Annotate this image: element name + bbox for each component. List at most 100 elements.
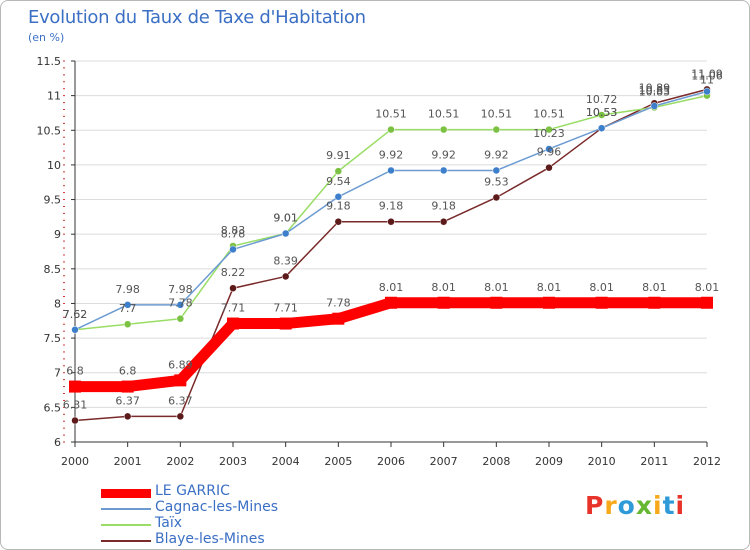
data-label: 7.62: [63, 308, 88, 321]
data-label: 9.91: [326, 149, 351, 162]
data-label: 6.37: [168, 394, 193, 407]
data-label: 9.18: [326, 200, 351, 213]
y-tick-label: 6.5: [44, 401, 62, 414]
data-label: 9.18: [431, 200, 456, 213]
data-label: 10.85: [639, 84, 671, 97]
x-tick-label: 2001: [114, 455, 142, 468]
x-tick-label: 2006: [377, 455, 405, 468]
data-point: [595, 296, 608, 309]
data-point: [71, 416, 79, 425]
data-point: [492, 125, 501, 134]
data-label: 6.8: [119, 365, 137, 378]
x-tick-label: 2009: [535, 455, 563, 468]
data-label: 7.78: [168, 297, 193, 310]
data-point: [334, 167, 343, 175]
data-label: 8.78: [221, 227, 246, 240]
chart-title: Evolution du Taux de Taxe d'Habitation: [28, 7, 366, 28]
data-label: 9.92: [484, 148, 509, 161]
legend-swatch: [101, 508, 151, 510]
data-point: [334, 217, 343, 226]
data-label: 8.01: [379, 281, 404, 294]
data-label: 10.53: [586, 106, 618, 119]
data-point: [281, 229, 290, 238]
data-label: 7.98: [168, 283, 193, 296]
data-label: 10.51: [375, 108, 407, 121]
data-point: [701, 296, 713, 309]
data-point: [437, 296, 450, 309]
data-label: 7.7: [119, 302, 137, 315]
legend-label: Cagnac-les-Mines: [155, 499, 279, 515]
data-label: 8.83: [221, 224, 246, 237]
data-label: 9.54: [326, 175, 351, 188]
data-label: 10.53: [586, 106, 618, 119]
data-point: [227, 317, 239, 330]
data-point: [71, 326, 79, 334]
data-label: 8.01: [695, 281, 720, 294]
data-label: 8.01: [589, 281, 614, 294]
data-point: [121, 380, 134, 393]
data-label: 11: [700, 74, 714, 87]
data-point: [123, 320, 132, 328]
y-tick-label: 8.5: [44, 263, 62, 276]
data-point: [334, 193, 343, 201]
data-label: 8.01: [431, 281, 456, 294]
data-label: 6.89: [168, 358, 193, 371]
data-point: [229, 245, 237, 254]
data-point: [490, 296, 503, 309]
data-label: 6.31: [63, 399, 88, 412]
data-label: 11.06: [691, 69, 723, 82]
data-label: 7.71: [273, 302, 298, 315]
data-point: [439, 125, 448, 134]
data-point: [703, 87, 711, 96]
data-label: 7.62: [63, 308, 88, 321]
data-point: [387, 217, 395, 226]
data-label: 10.51: [428, 108, 460, 121]
y-tick-label: 10: [47, 159, 61, 172]
data-label: 9.01: [273, 211, 298, 224]
x-tick-label: 2012: [693, 455, 721, 468]
logo-letter: o: [617, 491, 636, 520]
data-label: 10.51: [481, 108, 513, 121]
data-label: 10.23: [533, 127, 565, 140]
y-tick-label: 7: [54, 367, 61, 380]
data-label: 9.53: [484, 175, 509, 188]
data-label: 8.22: [221, 266, 246, 279]
data-point: [597, 111, 606, 119]
data-point: [176, 301, 185, 309]
data-point: [492, 193, 501, 202]
y-tick-label: 7.5: [44, 332, 62, 345]
logo-letter: P: [585, 491, 605, 520]
data-point: [650, 102, 659, 110]
y-tick-label: 11.5: [37, 55, 62, 68]
data-label: 6.37: [115, 394, 140, 407]
legend-label: Taïx: [155, 515, 182, 531]
logo-letter: x: [635, 491, 653, 520]
data-label: 8.01: [642, 281, 667, 294]
data-point: [279, 317, 292, 330]
data-label: 9.92: [431, 148, 456, 161]
x-tick-label: 2010: [588, 455, 616, 468]
x-tick-label: 2011: [640, 455, 668, 468]
data-label: 8.01: [537, 281, 562, 294]
legend-swatch: [101, 524, 151, 526]
data-point: [123, 301, 132, 309]
data-point: [387, 166, 395, 175]
data-point: [492, 166, 501, 175]
data-point: [176, 412, 185, 421]
legend-label: LE GARRIC: [155, 483, 230, 499]
data-point: [387, 125, 395, 134]
data-point: [281, 272, 290, 281]
data-point: [543, 296, 555, 309]
data-point: [69, 380, 81, 393]
x-tick-label: 2003: [219, 455, 247, 468]
data-label: 6.8: [66, 365, 84, 378]
data-point: [174, 374, 187, 387]
y-tick-label: 6: [54, 436, 61, 449]
series-line-0: [69, 297, 713, 393]
logo-letter: t: [662, 491, 676, 520]
axis-layer: 6 6.5 7 7.5 8 8.5 9 9.5 10 10.5 11 11.5 2000 2001 2002…: [37, 55, 722, 468]
data-point: [123, 412, 132, 421]
x-tick-label: 2002: [166, 455, 194, 468]
